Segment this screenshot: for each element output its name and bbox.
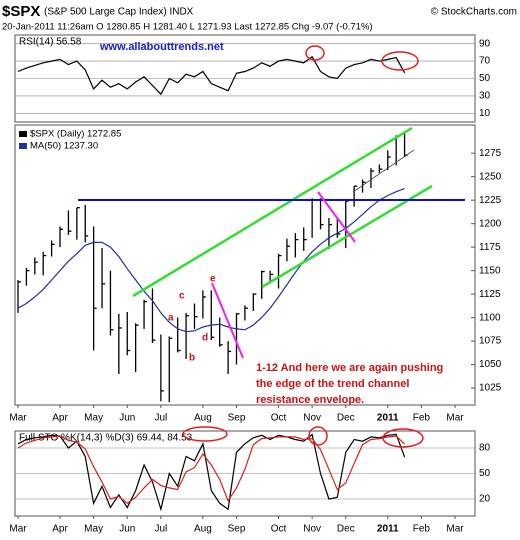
quote: 20-Jan-2011 11:26am O 1280.85 H 1281.40 … [2, 22, 373, 33]
wave-label: c [179, 291, 185, 302]
legend-entry: MA(50) 1237.30 [30, 141, 98, 152]
x-tick-label: Dec [337, 413, 355, 424]
x-tick-label: Feb [413, 413, 431, 424]
y-tick-label: 1050 [479, 359, 502, 370]
x-tick-label: 2011 [377, 413, 399, 424]
wave-label: a [168, 313, 174, 324]
y-tick-label: 1150 [479, 265, 501, 276]
y-tick-label: 80 [479, 443, 491, 454]
x-tick-label: Sep [228, 413, 246, 424]
y-tick-label: 1075 [479, 336, 502, 347]
plot: 90 70 50 30 10 RSI(14) 56.58 1025 1050 1075 1100 1… [9, 37, 501, 535]
y-tick-label: 1250 [479, 171, 502, 182]
y-tick-label: 90 [479, 38, 491, 49]
x-tick-label: Sep [228, 524, 246, 535]
price-panel [14, 124, 476, 406]
website: www.allabouttrends.net [99, 41, 224, 53]
x-tick-label: Jun [119, 524, 135, 535]
highlight [182, 426, 228, 442]
y-tick-label: 1100 [479, 312, 501, 323]
channel-inner [352, 149, 415, 193]
series-line [17, 188, 405, 333]
x-tick-label: May [84, 524, 103, 535]
y-tick-label: 1200 [479, 218, 502, 229]
x-tick-label: Mar [446, 524, 464, 535]
wave-label: b [189, 353, 195, 364]
y-tick-label: 20 [479, 494, 491, 505]
x-tick-label: Oct [271, 524, 287, 535]
series-line [17, 55, 406, 96]
x-tick-label: Aug [194, 524, 212, 535]
y-tick-label: 50 [479, 468, 491, 479]
highlight [382, 428, 424, 448]
x-tick-label: Mar [9, 413, 27, 424]
x-tick-label: Jul [154, 524, 167, 535]
x-tick-label: Jul [154, 413, 167, 424]
symbol: $SPX [2, 3, 40, 20]
wave-label: e [210, 274, 216, 285]
x-tick-label: Mar [446, 413, 464, 424]
highlight [305, 45, 325, 61]
trend-line [211, 282, 244, 359]
subtitle: (S&P 500 Large Cap Index) INDX [44, 7, 194, 18]
comment: the edge of the trend channel [256, 378, 409, 390]
legend-swatch [19, 143, 27, 149]
legend-swatch [19, 131, 27, 137]
series-line [17, 435, 406, 505]
annotations: www.allabouttrends.net a b c d e 1-12 An… [78, 41, 465, 448]
legend-entry: $SPX (Daily) 1272.85 [30, 129, 121, 140]
y-tick-label: 30 [479, 91, 491, 102]
highlight [308, 426, 328, 446]
wave-label: d [202, 333, 208, 344]
y-tick-label: 1125 [479, 289, 501, 300]
x-tick-label: May [84, 413, 103, 424]
x-tick-label: Dec [337, 524, 355, 535]
x-tick-label: Aug [194, 413, 212, 424]
x-tick-label: Nov [303, 524, 321, 535]
x-tick-label: Jun [119, 413, 135, 424]
panel-title: RSI(14) 56.58 [19, 37, 82, 48]
x-tick-label: Feb [413, 524, 431, 535]
trend-line [317, 191, 356, 243]
x-tick-label: Apr [52, 524, 68, 535]
series-line [17, 433, 406, 512]
x-tick-label: Apr [52, 413, 68, 424]
y-tick-label: 1025 [479, 383, 502, 394]
x-tick-label: Oct [271, 413, 287, 424]
x-tick-label: Mar [9, 524, 27, 535]
y-tick-label: 50 [479, 73, 491, 84]
highlight [381, 51, 419, 71]
y-tick-label: 1275 [479, 148, 502, 159]
y-tick-label: 10 [479, 108, 491, 119]
channel-upper [132, 126, 413, 298]
copyright: © StockCharts.com [431, 7, 517, 18]
comment: resistance envelope. [256, 394, 364, 406]
y-tick-label: 1175 [479, 242, 501, 253]
x-tick-label: Nov [303, 413, 321, 424]
y-tick-label: 1225 [479, 195, 502, 206]
channel-lower [261, 184, 433, 289]
y-tick-label: 70 [479, 56, 491, 67]
x-tick-label: 2011 [377, 524, 399, 535]
panel-title: Full STO %K(14,3) %D(3) 69.44, 84.53 [19, 433, 193, 444]
comment: 1-12 And here we are again pushing [256, 362, 443, 374]
